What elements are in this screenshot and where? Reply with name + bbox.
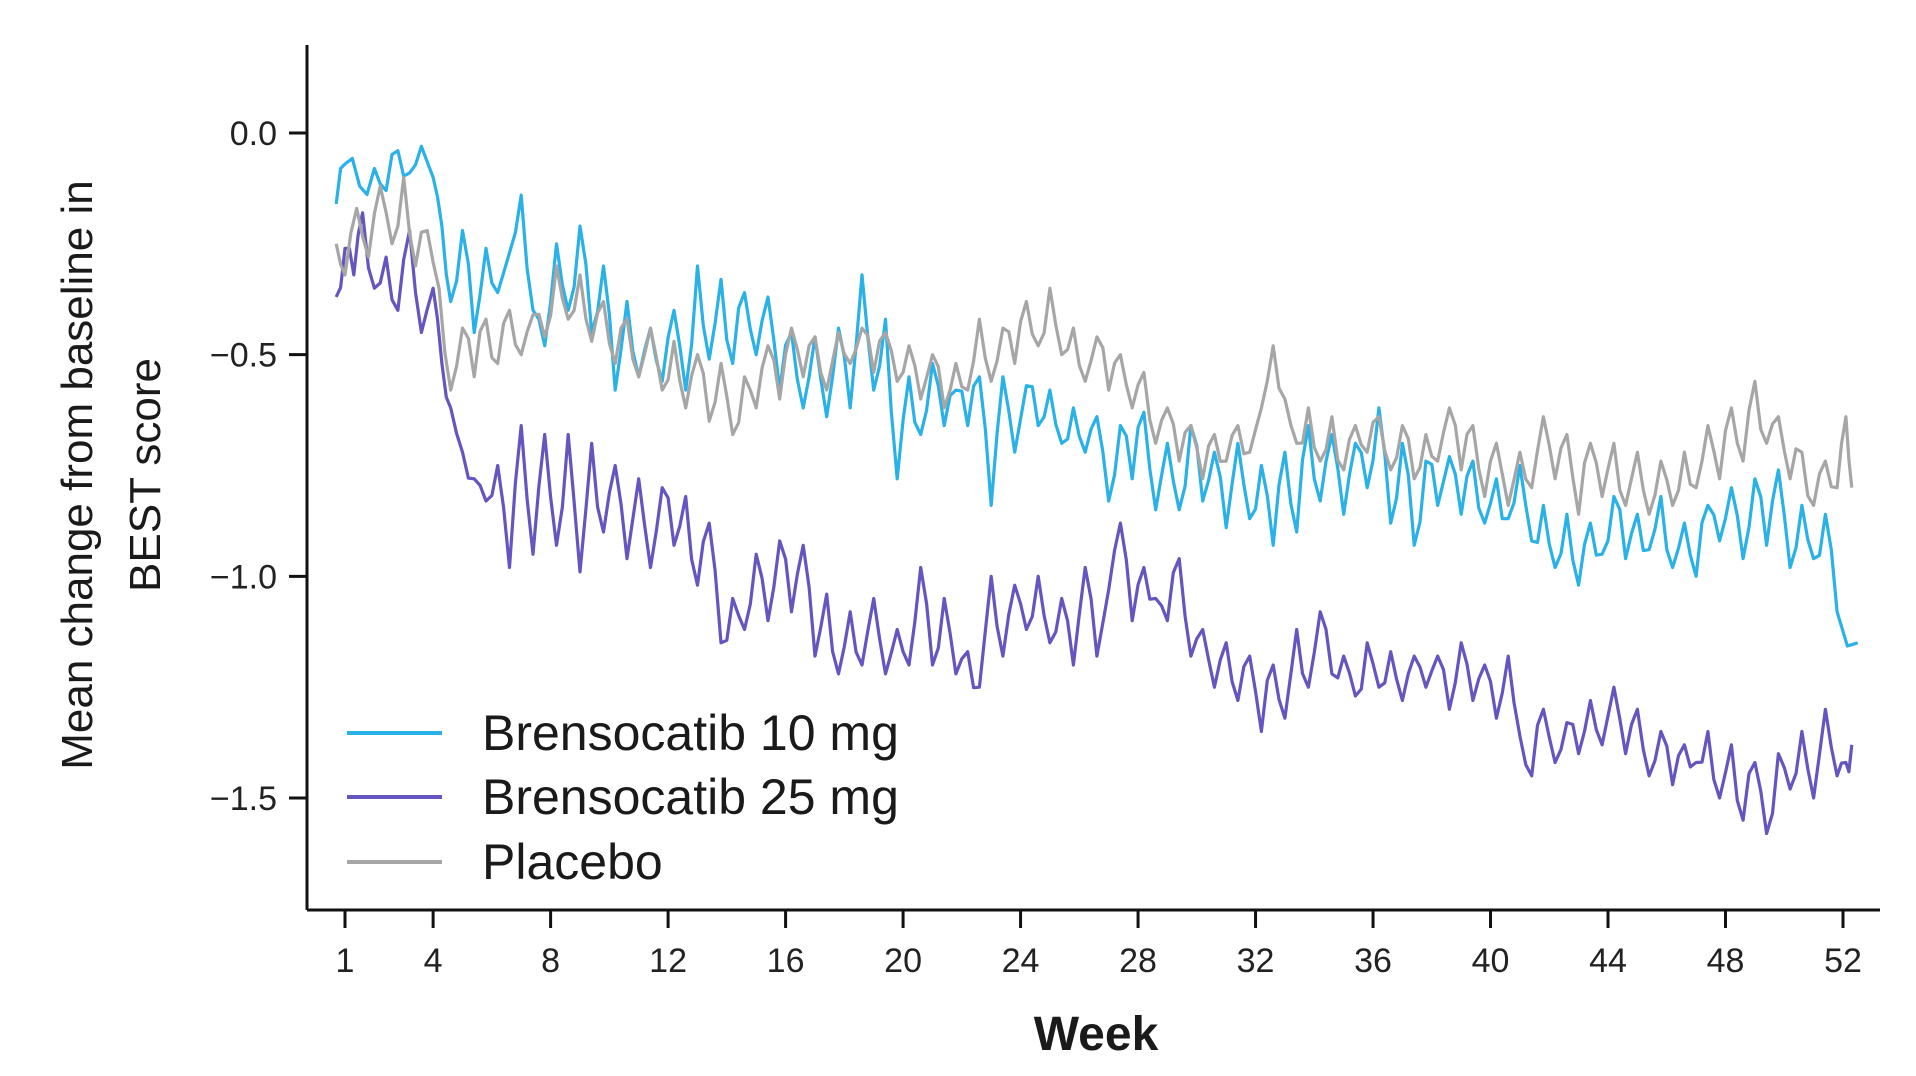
x-axis-title: Week [1034, 1008, 1159, 1061]
y-axis-title: Mean change from baseline in BEST score [53, 180, 170, 769]
y-tick-label-1: −0.5 [210, 337, 277, 375]
x-tick-label-48: 48 [1707, 942, 1745, 980]
x-tick-label-1: 1 [336, 942, 355, 980]
y-tick-label-2: −1.0 [210, 558, 277, 596]
series-line-brensocatib-10mg [334, 144, 1859, 648]
x-tick-label-52: 52 [1824, 942, 1862, 980]
y-axis-title-line-2: BEST score [121, 358, 170, 592]
series-line-brensocatib-25mg [334, 211, 1854, 836]
x-tick-label-4: 4 [424, 942, 443, 980]
legend: Brensocatib 10 mg Brensocatib 25 mg Placeb… [347, 705, 899, 890]
y-axis-title-line-1: Mean change from baseline in [53, 180, 102, 769]
legend-label-placebo: Placebo [482, 834, 663, 890]
x-tick-label-32: 32 [1237, 942, 1275, 980]
x-tick-label-44: 44 [1589, 942, 1627, 980]
x-tick-label-28: 28 [1119, 942, 1157, 980]
x-tick-label-12: 12 [649, 942, 687, 980]
x-tick-label-8: 8 [541, 942, 560, 980]
y-tick-label-3: −1.5 [210, 780, 277, 818]
x-tick-label-40: 40 [1472, 942, 1510, 980]
axes-layer [305, 45, 1880, 912]
x-tick-label-36: 36 [1354, 942, 1392, 980]
y-tick-label-0: 0.0 [230, 115, 277, 153]
x-tick-label-24: 24 [1002, 942, 1040, 980]
legend-label-brensocatib-25mg: Brensocatib 25 mg [482, 769, 899, 825]
series-line-placebo [334, 175, 1854, 516]
series-layer [334, 144, 1859, 836]
x-tick-label-16: 16 [767, 942, 805, 980]
legend-label-brensocatib-10mg: Brensocatib 10 mg [482, 705, 899, 761]
x-tick-label-20: 20 [884, 942, 922, 980]
ticks-layer: 1 4 8 12 16 20 24 28 32 36 40 44 48 520.0−0.5−1.0−1.5 [210, 115, 1862, 980]
